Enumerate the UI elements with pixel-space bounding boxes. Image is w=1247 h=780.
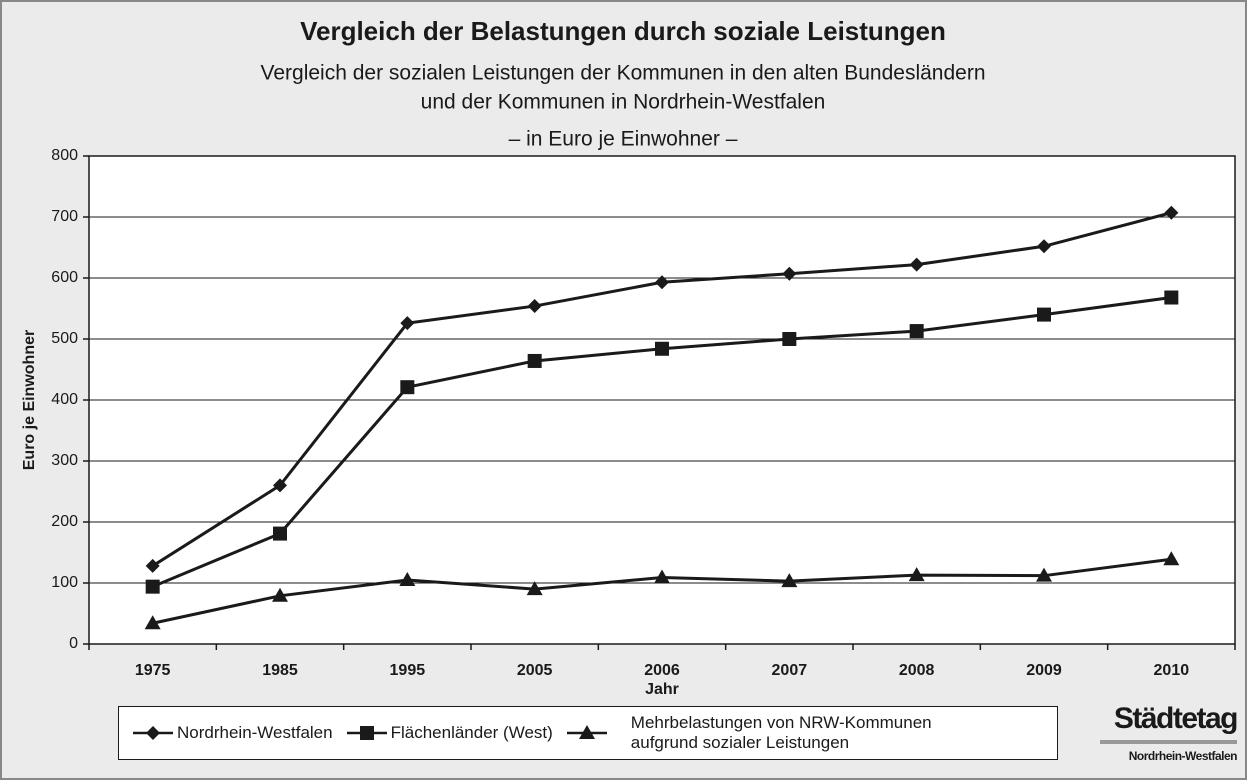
marker <box>654 569 670 584</box>
legend: Nordrhein-Westfalen Flächenländer (West) M… <box>118 706 1058 760</box>
y-tick-label: 200 <box>51 513 78 530</box>
marker <box>1037 307 1051 322</box>
y-tick-label: 600 <box>51 269 78 286</box>
note: – in Euro je Einwohner – <box>509 128 738 151</box>
marker <box>527 299 542 314</box>
legend-label: Mehrbelastungen von NRW-Kommunen aufgrun… <box>630 713 932 752</box>
y-axis-label: Euro je Einwohner <box>21 330 38 470</box>
subtitle: Vergleich der sozialen Leistungen der Ko… <box>261 62 986 85</box>
y-tick-label: 100 <box>51 574 78 591</box>
marker <box>273 526 287 541</box>
x-axis-label: Jahr <box>645 681 679 698</box>
legend-item: Flächenländer (West) <box>346 723 553 743</box>
legend-symbol <box>133 726 173 740</box>
marker <box>655 341 669 356</box>
chart-title: Vergleich der Belastungen durch soziale … <box>300 16 946 46</box>
y-tick-label: 300 <box>51 452 78 469</box>
y-tick-label: 700 <box>51 208 78 225</box>
marker <box>359 726 374 740</box>
marker <box>655 275 669 290</box>
y-tick-label: 800 <box>51 147 78 164</box>
marker <box>578 725 595 739</box>
x-tick-label: 1985 <box>262 662 298 679</box>
marker <box>527 353 542 368</box>
marker <box>146 726 160 740</box>
x-tick-label: 1975 <box>135 662 171 679</box>
legend-item: Mehrbelastungen von NRW-Kommunen aufgrun… <box>566 713 991 753</box>
marker <box>909 324 924 339</box>
marker <box>400 316 415 331</box>
logo-region: Nordrhein-Westfalen <box>1129 749 1237 763</box>
marker <box>273 478 287 493</box>
marker <box>1164 205 1179 220</box>
x-tick-label: 2007 <box>772 662 808 679</box>
marker <box>781 573 798 588</box>
marker <box>908 567 925 582</box>
x-tick-label: 2005 <box>517 662 553 679</box>
marker <box>400 380 415 395</box>
x-tick-label: 2009 <box>1026 662 1062 679</box>
marker <box>782 332 797 346</box>
marker <box>909 257 924 272</box>
y-tick-label: 0 <box>69 635 78 652</box>
y-tick-label: 400 <box>51 391 78 408</box>
legend-label: Flächenländer (West) <box>390 723 553 742</box>
logo-name: Städtetag <box>1114 702 1237 735</box>
marker <box>272 587 288 602</box>
marker <box>1036 567 1052 582</box>
marker <box>145 579 160 594</box>
marker <box>144 615 161 630</box>
legend-label: Nordrhein-Westfalen <box>177 723 333 742</box>
marker <box>526 581 543 596</box>
legend-item: Nordrhein-Westfalen <box>133 723 333 743</box>
x-tick-label: 2010 <box>1154 662 1190 679</box>
marker <box>399 571 416 586</box>
x-tick-label: 2008 <box>899 662 935 679</box>
subtitle: und der Kommunen in Nordrhein-Westfalen <box>421 91 826 114</box>
marker <box>145 558 160 573</box>
x-tick-label: 2006 <box>644 662 680 679</box>
marker <box>1164 290 1179 305</box>
marker <box>1163 551 1180 566</box>
marker <box>1037 239 1051 254</box>
logo-bar <box>1100 740 1237 744</box>
legend-symbol <box>346 726 387 740</box>
y-tick-label: 500 <box>51 330 78 347</box>
legend-symbol <box>566 725 607 739</box>
x-tick-label: 1995 <box>390 662 426 679</box>
marker <box>782 266 797 281</box>
